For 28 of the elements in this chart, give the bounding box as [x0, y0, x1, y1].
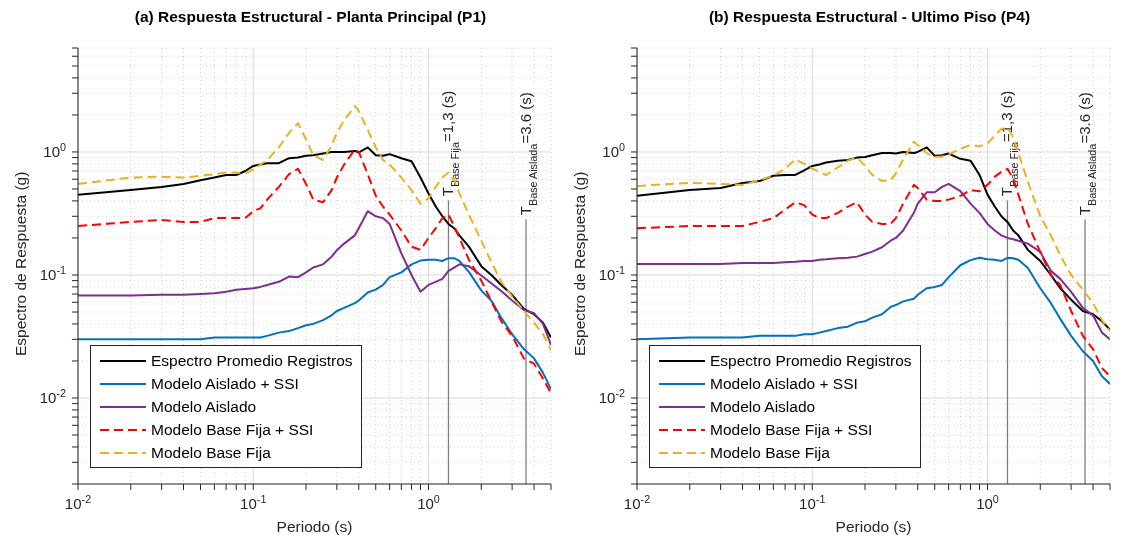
- y-tick-label: 10$^{0}$: [43, 140, 66, 160]
- legend-label: Modelo Aislado: [151, 397, 257, 416]
- x-tick-label: 10$^{0}$: [976, 493, 999, 512]
- y-axis-title: Espectro de Respuesta (g): [11, 171, 29, 356]
- y-tick-label: 10$^{-1}$: [598, 263, 625, 283]
- x-tick-label: 10$^{0}$: [417, 493, 440, 512]
- legend-label: Modelo Aislado + SSI: [151, 374, 299, 393]
- x-tick-label: 10$^{-2}$: [64, 493, 92, 512]
- x-axis-title: Periodo (s): [835, 518, 912, 535]
- x-tick-label: 10$^{-1}$: [799, 493, 826, 512]
- y-tick-label: 10$^{0}$: [602, 140, 625, 160]
- chart-title: (b) Respuesta Estructural - Ultimo Piso (P4): [707, 8, 1032, 27]
- legend-label: Modelo Aislado + SSI: [710, 374, 858, 393]
- x-tick-label: 10$^{-1}$: [240, 493, 267, 512]
- legend-label: Modelo Base Fija: [710, 443, 830, 462]
- y-tick-label: 10$^{-2}$: [598, 387, 625, 407]
- legend-label: Modelo Base Fija + SSI: [151, 420, 314, 439]
- legend-label: Espectro Promedio Registros: [151, 351, 353, 370]
- legend-label: Modelo Base Fija: [151, 443, 271, 462]
- legend-label: Modelo Aislado: [710, 397, 816, 416]
- legend-label: Espectro Promedio Registros: [710, 351, 912, 370]
- y-tick-label: 10$^{-1}$: [39, 263, 66, 283]
- y-tick-label: 10$^{-2}$: [39, 387, 66, 407]
- chart-title: (a) Respuesta Estructural - Planta Principal (P1): [133, 8, 488, 27]
- y-axis-title: Espectro de Respuesta (g): [570, 171, 588, 356]
- legend-label: Modelo Base Fija + SSI: [710, 420, 873, 439]
- x-axis-title: Periodo (s): [276, 518, 353, 535]
- x-tick-label: 10$^{-2}$: [623, 493, 651, 512]
